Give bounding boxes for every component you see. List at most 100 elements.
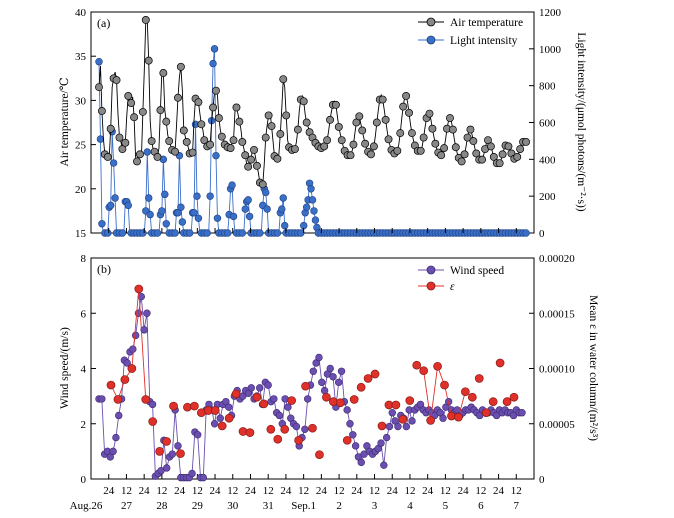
epsilon-point [335, 398, 345, 408]
wind-speed-point [264, 381, 272, 389]
x-tick-label: 24 [103, 485, 115, 497]
x-tick-label: 24 [174, 485, 186, 497]
air-temperature-point [267, 122, 276, 130]
epsilon-point [106, 380, 116, 390]
light-intensity-point [146, 210, 154, 219]
wind-speed-point [225, 403, 233, 411]
light-intensity-point [229, 212, 238, 221]
air-temperature-point [261, 133, 270, 142]
panel-a-legend: Air temperature Light intensity [418, 17, 523, 47]
panel-b-legend: Wind speed ε [418, 265, 504, 293]
epsilon-point [210, 406, 220, 415]
panel-a-ylabel-left: Air temperature/℃ [59, 77, 71, 166]
epsilon-point [502, 397, 512, 406]
light-intensity-point [104, 229, 112, 237]
air-temperature-point [372, 118, 381, 127]
air-temperature-point [346, 151, 355, 160]
epsilon-point [363, 374, 373, 383]
x-date-label: 3 [372, 500, 378, 512]
x-tick-label: 24 [351, 485, 363, 497]
air-temperature-point [299, 97, 308, 106]
air-temperature-point [402, 92, 411, 100]
light-intensity-point [178, 218, 187, 226]
light-intensity-point [109, 159, 118, 167]
epsilon-point [322, 392, 331, 402]
x-tick-label: 12 [298, 485, 309, 497]
light-intensity-point [263, 205, 271, 213]
a-left-tick-label: 30 [75, 95, 87, 107]
panel-b-ylabel-right: Mean ε in water column/(m²/s³) [587, 295, 599, 441]
wind-speed-point [109, 447, 117, 456]
b-right-tick-label: 0 [539, 474, 545, 486]
air-temperature-point [431, 139, 440, 148]
air-temperature-point [293, 125, 302, 134]
x-tick-label: 24 [210, 485, 222, 497]
wind-speed-point [318, 378, 326, 387]
air-temperature-point [252, 161, 261, 170]
air-temperature-point [264, 111, 273, 120]
air-temperature-point [97, 107, 106, 115]
x-tick-label: 12 [475, 485, 486, 497]
light-intensity-point [106, 201, 115, 210]
wind-speed-point [408, 417, 416, 425]
air-temperature-point [428, 124, 437, 133]
wind-speed-point [351, 442, 360, 450]
epsilon-point [509, 392, 519, 402]
epsilon-line [110, 288, 147, 401]
wind-speed-point [301, 425, 309, 433]
air-temperature-point [241, 151, 250, 160]
x-tick-label: 12 [369, 485, 380, 497]
air-temperature-point [171, 147, 179, 156]
x-date-label: Aug.26 [70, 500, 103, 512]
wind-speed-point [337, 367, 346, 375]
wind-speed-point [402, 422, 411, 431]
epsilon-point [301, 381, 310, 391]
air-temperature-point [419, 133, 428, 142]
wind-speed-point [140, 326, 148, 334]
wind-speed-point [343, 406, 351, 414]
air-temperature-point [147, 137, 156, 146]
air-temperature-point [209, 103, 218, 112]
air-temperature-point [446, 114, 454, 123]
wind-speed-point [439, 414, 447, 422]
light-intensity-point [210, 45, 219, 53]
x-tick-label: 24 [458, 485, 470, 497]
air-temperature-point [276, 130, 285, 138]
light-intensity-point [143, 148, 151, 156]
epsilon-point [488, 397, 498, 406]
x-tick-label: 24 [387, 485, 399, 497]
wind-speed-point [380, 461, 388, 469]
epsilon-point [217, 421, 227, 431]
air-temperature-point [396, 129, 405, 138]
epsilon-point [155, 447, 164, 456]
light-intensity-point [310, 207, 318, 215]
wind-speed-point [168, 450, 177, 458]
epsilon-point [412, 360, 422, 370]
a-right-tick-label: 800 [539, 81, 556, 93]
a-right-tick-label: 1200 [539, 7, 562, 19]
wind-speed-point [377, 439, 385, 447]
light-intensity-point [223, 229, 232, 237]
air-temperature-point [522, 137, 530, 146]
air-temperature-point [156, 106, 165, 115]
air-temperature-point [188, 148, 197, 157]
air-temperature-point [130, 113, 139, 122]
wind-speed-point [270, 395, 278, 403]
b-left-tick-label: 6 [81, 308, 87, 320]
epsilon-point [419, 366, 429, 376]
a-right-tick-label: 400 [539, 154, 556, 166]
epsilon-point [474, 374, 484, 383]
air-temperature-point [504, 142, 513, 151]
light-intensity-point [203, 229, 211, 237]
x-tick-label: 12 [440, 485, 451, 497]
air-temperature-point [416, 146, 425, 155]
light-intensity-point [171, 229, 179, 237]
a-left-tick-label: 25 [75, 140, 87, 152]
epsilon-point [231, 389, 241, 399]
air-temperature-point [232, 103, 241, 112]
epsilon-point [259, 399, 269, 409]
epsilon-point [252, 392, 262, 402]
wind-speed-point [123, 359, 131, 367]
b-right-tick-label: 0.00010 [539, 364, 575, 376]
